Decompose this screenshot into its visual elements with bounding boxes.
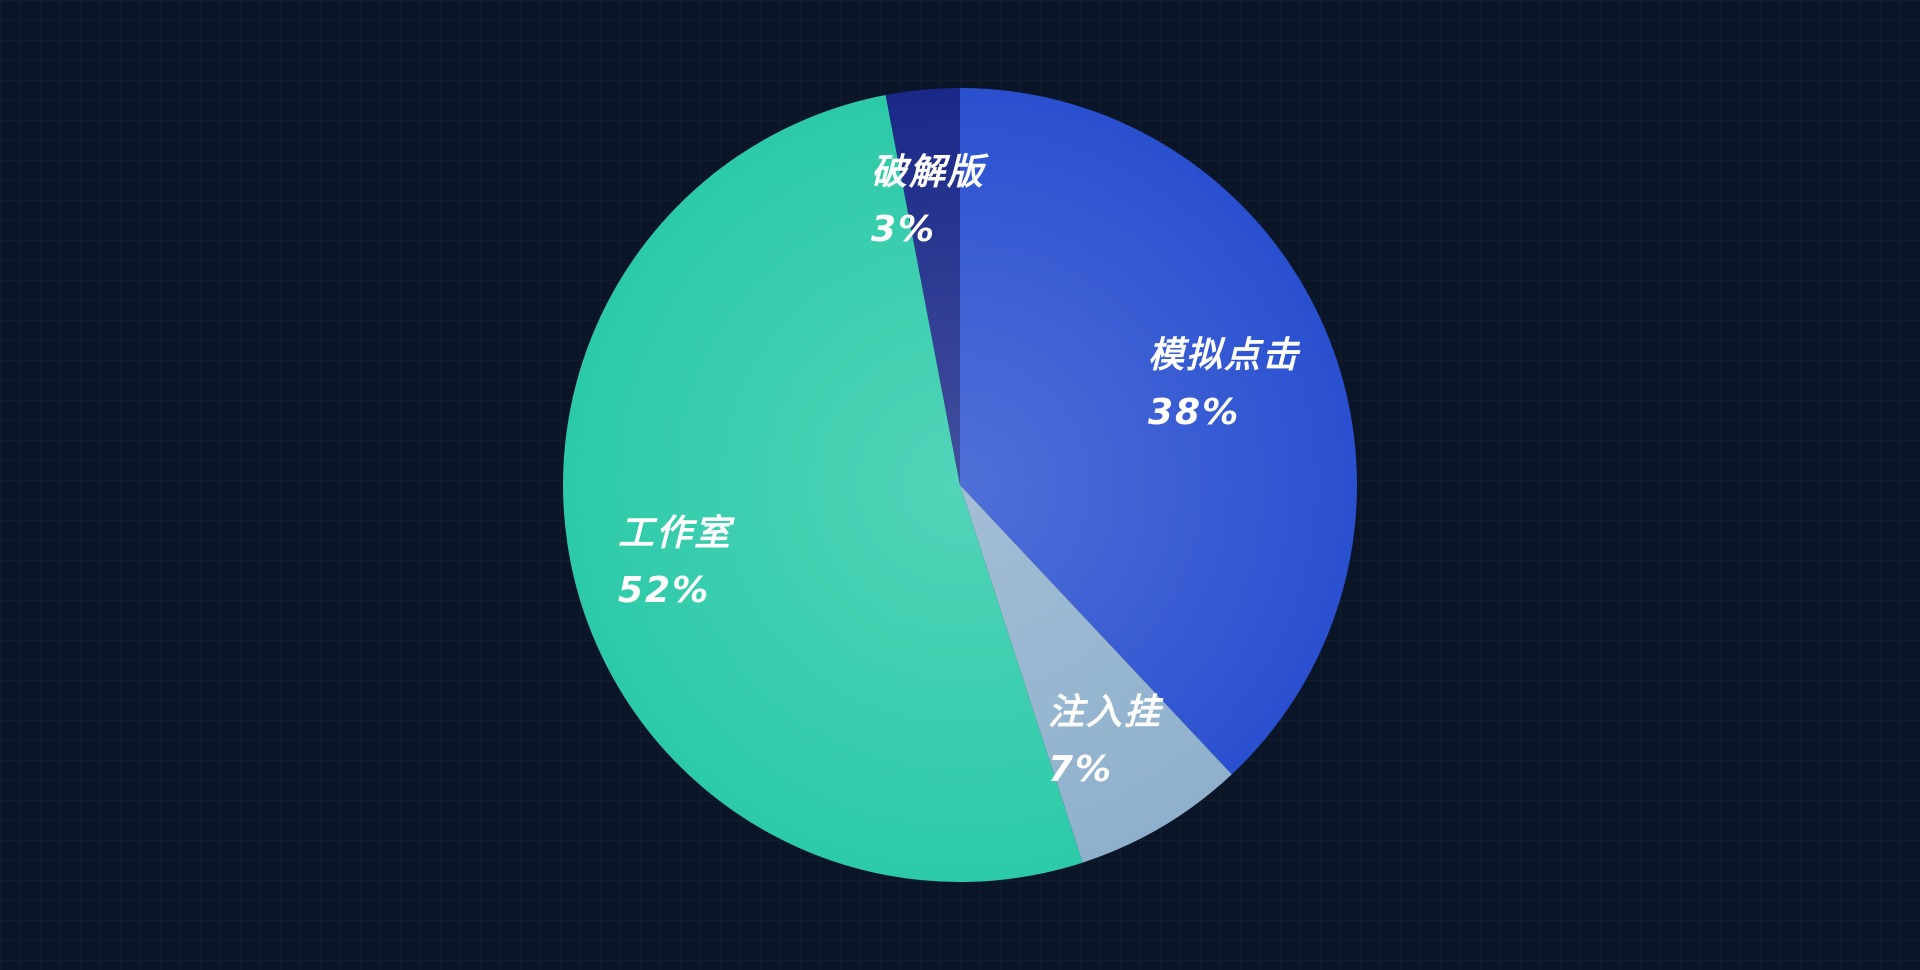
pie-slice: [563, 95, 1083, 882]
pie-slice: [960, 88, 1357, 775]
pie-slice: [960, 485, 1232, 863]
slice-label: 破解版: [871, 152, 989, 193]
slice-label: 工作室: [618, 513, 735, 554]
slice-value-label: 52%: [618, 570, 710, 611]
slice-label: 注入挂: [1048, 692, 1164, 733]
slice-value-label: 38%: [1148, 392, 1240, 433]
pie-slice: [885, 88, 960, 485]
slice-value-label: 7%: [1048, 749, 1113, 790]
slice-value-label: 3%: [871, 209, 936, 250]
slice-label: 模拟点击: [1148, 335, 1301, 376]
